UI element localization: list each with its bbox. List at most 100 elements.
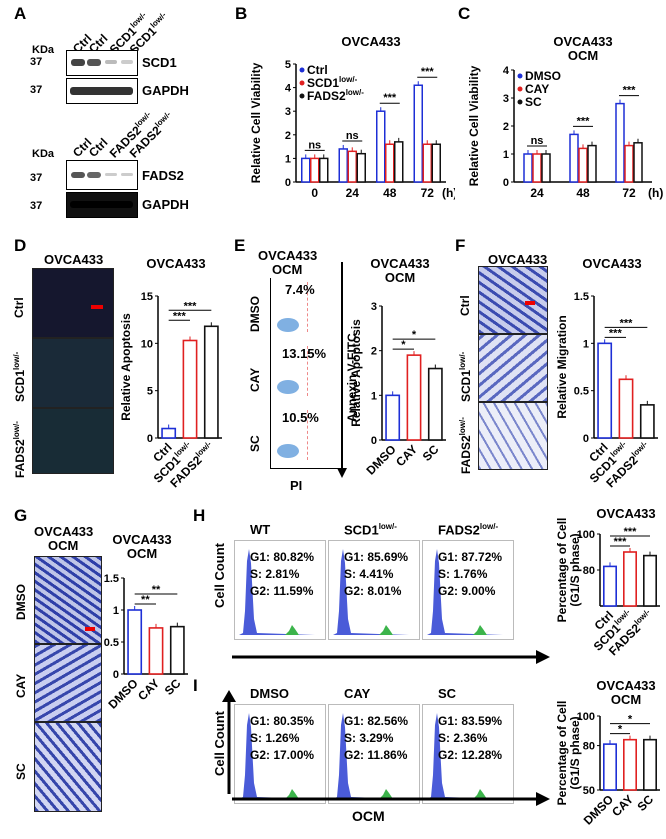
bar bbox=[406, 354, 422, 441]
x-tick-label: CAY bbox=[393, 442, 420, 469]
bar bbox=[618, 378, 634, 439]
sig-label: *** bbox=[421, 66, 435, 78]
blot-fads2 bbox=[66, 160, 138, 190]
panel-label-h: H bbox=[193, 506, 206, 525]
histogram-curve bbox=[239, 713, 315, 799]
phase-g2-value: G2: 9.00% bbox=[438, 584, 496, 598]
y-tick-label: 2 bbox=[503, 121, 509, 133]
y-tick-label: 0 bbox=[371, 435, 377, 447]
phase-s-value: S: 3.29% bbox=[344, 731, 394, 745]
legend-label: FADS2low/- bbox=[307, 88, 364, 103]
bar bbox=[319, 157, 329, 183]
cell-count-label: Cell Count bbox=[212, 543, 227, 608]
arrow-h bbox=[232, 650, 550, 664]
phase-g2-value: G2: 12.28% bbox=[438, 748, 503, 762]
row-label: CAY bbox=[14, 673, 28, 698]
histogram-group-label: WT bbox=[250, 522, 271, 537]
panel-label-e: E bbox=[234, 236, 246, 255]
phase-g1-value: G1: 82.56% bbox=[344, 714, 409, 728]
bar bbox=[615, 102, 625, 183]
bar bbox=[310, 157, 320, 183]
histogram-group-label: DMSO bbox=[250, 686, 289, 701]
panel-label-b: B bbox=[235, 4, 248, 23]
bar bbox=[569, 133, 579, 183]
histogram-group-label: SC bbox=[438, 686, 457, 701]
g2-peak bbox=[379, 789, 393, 799]
sig-label: *** bbox=[620, 317, 634, 329]
panel-e-title: OVCA433 bbox=[258, 248, 318, 263]
phase-g2-value: G2: 11.86% bbox=[344, 748, 408, 762]
bar bbox=[643, 738, 658, 791]
y-tick-label: 0 bbox=[285, 177, 291, 189]
blot-label-gapdh: GAPDH bbox=[142, 83, 189, 98]
phase-g1-value: G1: 80.82% bbox=[250, 550, 315, 564]
sig-label: ** bbox=[141, 594, 150, 606]
y-tick-label: 0 bbox=[583, 433, 589, 445]
sig-label: *** bbox=[609, 327, 623, 339]
histogram-panel bbox=[422, 540, 514, 640]
annexin-label: Annexin V-FITC bbox=[345, 333, 359, 422]
legend-label: DMSO bbox=[525, 69, 561, 83]
histogram-curve bbox=[333, 713, 409, 799]
y-axis-label: Relative Apoptosis bbox=[349, 319, 363, 427]
arrow-i bbox=[232, 792, 550, 806]
y-tick-label: 1 bbox=[371, 390, 377, 402]
x-tick-label: CAY bbox=[135, 676, 162, 703]
histogram-panel bbox=[234, 540, 326, 640]
bar bbox=[376, 110, 386, 183]
y-tick-label: 15 bbox=[141, 291, 153, 303]
row-label: DMSO bbox=[248, 296, 262, 332]
sig-label: * bbox=[618, 724, 623, 736]
y-tick-label: 1.5 bbox=[104, 573, 119, 585]
panel-f-title: OVCA433 bbox=[488, 252, 548, 267]
g2-peak bbox=[473, 625, 487, 635]
tunel-image-scd1 bbox=[32, 338, 114, 408]
y-tick-label: 0 bbox=[503, 177, 509, 189]
g2-peak bbox=[473, 789, 487, 799]
panel-label-f: F bbox=[455, 236, 466, 255]
row-label: SC bbox=[14, 763, 28, 780]
y-tick-label: 3 bbox=[371, 301, 377, 313]
chart-title: OVCA433 bbox=[596, 506, 655, 521]
panel-g-title: OVCA433 bbox=[34, 524, 94, 539]
blot-label-gapdh-2: GAPDH bbox=[142, 197, 189, 212]
bar bbox=[587, 144, 597, 183]
y-tick-label: 0.5 bbox=[574, 386, 589, 398]
blot-gapdh-2 bbox=[66, 192, 138, 218]
g1-peak bbox=[427, 549, 503, 635]
x-tick-label: 72 bbox=[622, 186, 636, 200]
g2-peak bbox=[379, 625, 393, 635]
bar bbox=[602, 743, 617, 791]
y-tick-label: 100 bbox=[577, 529, 595, 541]
migration-image-ctrl bbox=[478, 266, 548, 334]
histogram-group-label: CAY bbox=[344, 686, 371, 701]
sig-label: *** bbox=[623, 85, 637, 97]
y-tick-label: 0 bbox=[113, 669, 119, 681]
bar bbox=[169, 625, 185, 675]
annexin-arrow bbox=[337, 262, 347, 478]
panel-g-subtitle: OCM bbox=[48, 538, 79, 553]
sig-label: * bbox=[401, 339, 406, 351]
x-tick-label: SC bbox=[162, 676, 184, 698]
histogram-curve bbox=[427, 549, 503, 635]
bar bbox=[532, 153, 542, 183]
phase-g2-value: G2: 17.00% bbox=[250, 748, 315, 762]
blot-scd1 bbox=[66, 50, 138, 76]
y-tick-label: 5 bbox=[285, 59, 291, 71]
bar bbox=[624, 144, 634, 183]
g2-peak bbox=[285, 625, 299, 635]
y-axis-label: Percentage of Cell bbox=[556, 701, 569, 806]
flow-xlabel: PI bbox=[290, 478, 303, 493]
bar bbox=[623, 738, 638, 791]
y-tick-label: 1 bbox=[503, 149, 509, 161]
blot-label-fads2: FADS2 bbox=[142, 168, 184, 183]
bar bbox=[413, 84, 423, 183]
bar bbox=[643, 554, 658, 607]
legend-marker bbox=[517, 86, 523, 92]
bar bbox=[148, 627, 164, 675]
y-tick-label: 10 bbox=[141, 338, 153, 350]
x-unit-label: (h) bbox=[442, 186, 455, 200]
phase-s-value: S: 2.36% bbox=[438, 731, 488, 745]
bar bbox=[633, 142, 643, 183]
